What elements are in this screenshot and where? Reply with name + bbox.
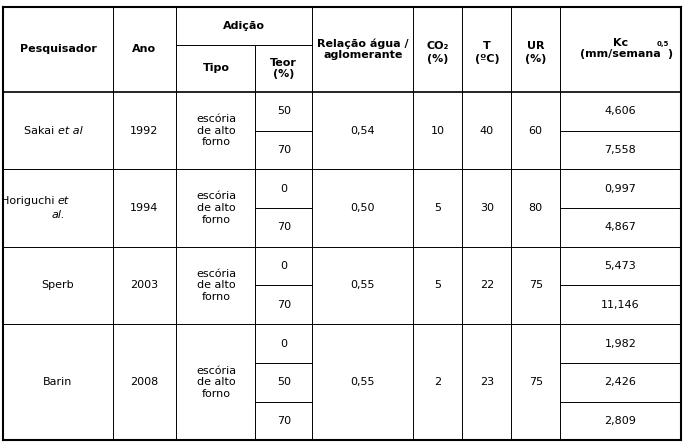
Text: 70: 70 (276, 300, 291, 310)
Text: CO₂: CO₂ (427, 41, 449, 51)
Text: 5: 5 (434, 203, 441, 213)
Text: 5: 5 (434, 280, 441, 291)
Text: 0,55: 0,55 (350, 377, 375, 387)
Text: 70: 70 (276, 145, 291, 155)
Text: 1,982: 1,982 (605, 338, 636, 349)
Text: 50: 50 (277, 106, 291, 116)
Text: 22: 22 (479, 280, 494, 291)
Text: 75: 75 (529, 280, 543, 291)
Text: 0,54: 0,54 (350, 126, 375, 135)
Text: Barin: Barin (43, 377, 73, 387)
Text: (mm/semana: (mm/semana (580, 49, 661, 59)
Text: Ano: Ano (133, 44, 157, 54)
Text: escória
de alto
forno: escória de alto forno (196, 191, 236, 224)
Text: Sperb: Sperb (42, 280, 75, 291)
Text: ): ) (668, 49, 672, 59)
Text: al.: al. (51, 210, 65, 220)
Text: 1992: 1992 (131, 126, 159, 135)
Text: Horiguchi: Horiguchi (1, 196, 58, 207)
Text: Teor
(%): Teor (%) (270, 58, 297, 79)
Text: 80: 80 (529, 203, 543, 213)
Text: 0: 0 (280, 338, 287, 349)
Text: et: et (58, 196, 69, 207)
Text: 50: 50 (277, 377, 291, 387)
Text: 2003: 2003 (131, 280, 159, 291)
Text: 70: 70 (276, 222, 291, 232)
Text: 2,426: 2,426 (605, 377, 636, 387)
Text: et al: et al (58, 126, 83, 135)
Text: 7,558: 7,558 (605, 145, 636, 155)
Text: 60: 60 (529, 126, 542, 135)
Text: (%): (%) (428, 54, 449, 64)
Text: (ºC): (ºC) (475, 54, 499, 64)
Text: 30: 30 (480, 203, 494, 213)
Text: 0,55: 0,55 (350, 280, 375, 291)
Text: Pesquisador: Pesquisador (20, 44, 96, 54)
Text: 4,606: 4,606 (605, 106, 636, 116)
Text: Tipo: Tipo (202, 63, 229, 73)
Text: 75: 75 (529, 377, 543, 387)
Text: 0: 0 (280, 184, 287, 194)
Text: 0: 0 (280, 261, 287, 271)
Text: 2,809: 2,809 (605, 416, 636, 426)
Text: Sakai: Sakai (24, 126, 58, 135)
Text: 70: 70 (276, 416, 291, 426)
Text: 0,997: 0,997 (605, 184, 636, 194)
Text: Adição: Adição (223, 21, 265, 31)
Text: Relação água /
aglomerante: Relação água / aglomerante (317, 38, 408, 60)
Text: 2: 2 (434, 377, 441, 387)
Text: escória
de alto
forno: escória de alto forno (196, 269, 236, 302)
Text: UR: UR (527, 41, 544, 51)
Text: 5,473: 5,473 (605, 261, 636, 271)
Text: Kc: Kc (613, 38, 628, 47)
Text: 1994: 1994 (131, 203, 159, 213)
Text: (%): (%) (525, 54, 547, 64)
Text: 11,146: 11,146 (601, 300, 640, 310)
Text: T: T (483, 41, 490, 51)
Text: escória
de alto
forno: escória de alto forno (196, 366, 236, 399)
Text: 40: 40 (479, 126, 494, 135)
Text: 2008: 2008 (131, 377, 159, 387)
Text: 10: 10 (431, 126, 445, 135)
Text: escória
de alto
forno: escória de alto forno (196, 114, 236, 147)
Text: 0,50: 0,50 (350, 203, 375, 213)
Text: 23: 23 (479, 377, 494, 387)
Text: 0,5: 0,5 (657, 41, 669, 47)
Text: 4,867: 4,867 (605, 222, 636, 232)
